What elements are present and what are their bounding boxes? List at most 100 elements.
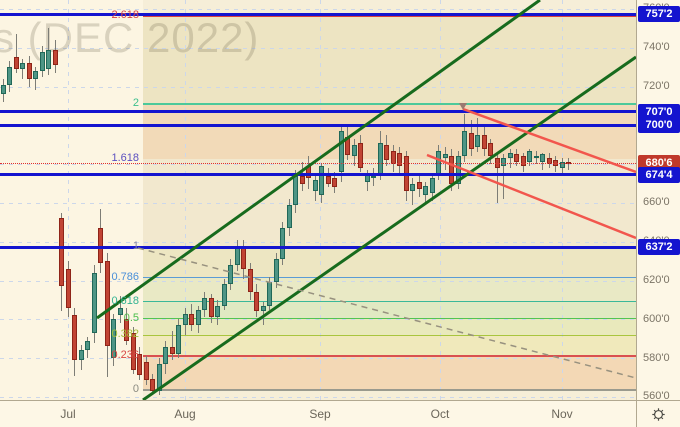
price-badge: 757'2 [638, 6, 680, 23]
candle-body [143, 362, 149, 380]
fib-level-line [143, 317, 636, 320]
month-label: Sep [309, 407, 331, 421]
fib-region-shading [143, 0, 636, 400]
grid-line-horizontal [0, 8, 636, 10]
candle-body [7, 67, 12, 85]
flag-start-marker [459, 103, 467, 110]
candle-body [338, 131, 344, 172]
axis-tick-label: 600'0 [643, 312, 670, 325]
last-price-line [0, 162, 636, 164]
candle-body [33, 71, 38, 79]
candle-body [39, 51, 45, 71]
candle-body [20, 63, 25, 69]
support-resistance-line [0, 12, 636, 16]
time-axis[interactable]: Jul Aug Sep Oct Nov [0, 400, 636, 427]
candle-body [72, 315, 77, 360]
month-label: Jul [60, 407, 76, 421]
grid-line-horizontal [0, 358, 636, 360]
grid-line-horizontal [0, 86, 636, 88]
candle-wick [171, 330, 173, 360]
candle-body [312, 179, 318, 192]
candle-body [280, 228, 285, 260]
candle-body [59, 218, 64, 287]
grid-line-horizontal [0, 202, 636, 204]
candle-body [488, 142, 493, 157]
candle-body [423, 185, 428, 196]
grid-line-vertical [440, 0, 441, 400]
candle-body [202, 298, 207, 310]
candle-body [455, 156, 461, 184]
candle-body [260, 305, 266, 312]
candle-body [429, 177, 435, 194]
price-axis[interactable]: 760'0740'0720'0660'0640'0620'0600'0580'0… [636, 0, 680, 403]
candle-body [46, 49, 51, 70]
candle-body [514, 154, 519, 163]
candle-wick [503, 154, 504, 199]
candle-body [78, 350, 84, 360]
plot-canvas[interactable]: s (DEC 2022) 0 0.236 0.382 0.5 0.618 0.786 1 1.… [0, 0, 636, 400]
candle-body [195, 309, 201, 326]
candle-body [215, 305, 220, 318]
support-resistance-line [0, 173, 636, 177]
axis-tick-label: 720'0 [643, 80, 670, 92]
grid-line-vertical [320, 0, 321, 400]
candle-body [26, 63, 32, 79]
candle-body [436, 150, 441, 174]
candle-body [371, 175, 376, 178]
candle-body [137, 354, 142, 376]
candle-body [104, 261, 110, 347]
candle-wick [15, 34, 17, 73]
candle-body [384, 144, 389, 161]
price-badge: 674'4 [638, 166, 680, 183]
fib-level-label: 2.618 [111, 8, 139, 21]
candle-body [540, 154, 545, 163]
grid-line-horizontal [0, 280, 636, 282]
axis-tick-label: 560'0 [643, 390, 670, 403]
fib-band [143, 318, 636, 336]
candle-wick [262, 301, 264, 326]
dashed-trend [137, 247, 636, 379]
candle-body [397, 152, 402, 167]
grid-line-horizontal [0, 319, 636, 321]
settings-button[interactable] [636, 400, 680, 427]
axis-tick-label: 620'0 [643, 274, 670, 286]
candle-body [501, 158, 506, 167]
fib-band [143, 15, 636, 105]
month-label: Aug [174, 407, 196, 421]
candle-wick [22, 59, 23, 79]
grid-line-vertical [562, 0, 563, 400]
fib-level-line [143, 103, 636, 105]
candle-body [228, 265, 233, 285]
fib-level-line [143, 15, 636, 17]
price-badge: 680'6 [638, 154, 680, 171]
candle-wick [444, 146, 446, 170]
candle-body [416, 181, 422, 190]
axis-tick-label: 660'0 [643, 196, 670, 209]
descending-flag-lower [426, 153, 636, 240]
candle-body [527, 150, 532, 163]
ascending-channel-lower [142, 55, 636, 400]
grid-line-vertical [185, 0, 186, 400]
support-resistance-line [0, 110, 636, 114]
candle-body [559, 162, 565, 168]
axis-tick-label: 740'0 [643, 41, 670, 54]
candle-body [442, 154, 448, 159]
candle-body [533, 156, 539, 159]
month-label: Oct [430, 407, 450, 421]
trend-lines-layer [96, 0, 636, 400]
fib-level-label: 0.5 [123, 311, 139, 324]
fib-level-label: 0.786 [111, 270, 139, 283]
fib-level-label: 0.236 [111, 349, 139, 362]
candle-body [13, 57, 19, 69]
grid-line-horizontal [0, 396, 636, 398]
fib-band [143, 356, 636, 390]
candle-body [52, 49, 58, 66]
candle-body [176, 325, 181, 355]
candle-body [254, 292, 259, 312]
fib-level-line [143, 389, 636, 391]
descending-flag-upper [462, 107, 636, 174]
candle-body [481, 135, 487, 149]
fib-level-line [143, 334, 636, 337]
candle-body [358, 142, 363, 168]
